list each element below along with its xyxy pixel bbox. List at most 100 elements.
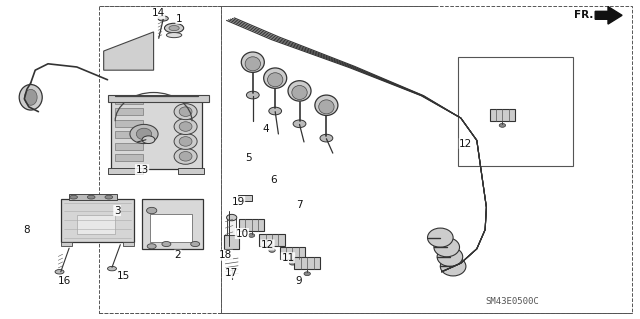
Bar xyxy=(280,247,305,259)
Ellipse shape xyxy=(293,120,306,128)
Ellipse shape xyxy=(179,107,192,116)
Ellipse shape xyxy=(246,91,259,99)
Text: 10: 10 xyxy=(236,228,248,239)
Text: 17: 17 xyxy=(225,268,238,278)
Bar xyxy=(123,242,134,246)
Ellipse shape xyxy=(289,261,296,265)
Ellipse shape xyxy=(158,16,168,21)
Text: 13: 13 xyxy=(136,165,148,175)
Ellipse shape xyxy=(437,247,463,266)
Ellipse shape xyxy=(169,26,179,31)
Bar xyxy=(61,242,72,246)
Ellipse shape xyxy=(191,241,200,247)
Text: 3: 3 xyxy=(114,205,120,216)
Ellipse shape xyxy=(174,104,197,120)
Bar xyxy=(115,120,143,127)
Text: 11: 11 xyxy=(282,253,294,263)
Bar xyxy=(227,218,236,235)
Text: 9: 9 xyxy=(295,276,301,286)
Ellipse shape xyxy=(292,85,307,100)
Bar xyxy=(61,199,134,242)
Bar xyxy=(224,235,239,249)
Ellipse shape xyxy=(19,85,42,110)
Ellipse shape xyxy=(136,128,152,140)
Bar xyxy=(99,6,221,313)
Bar xyxy=(239,219,264,231)
Ellipse shape xyxy=(88,195,95,199)
Ellipse shape xyxy=(288,81,311,101)
Ellipse shape xyxy=(70,195,77,199)
Ellipse shape xyxy=(440,257,466,276)
Text: 16: 16 xyxy=(58,276,70,286)
Text: FR.: FR. xyxy=(574,10,593,20)
Bar xyxy=(77,215,115,234)
Bar xyxy=(490,109,515,121)
Ellipse shape xyxy=(227,214,237,221)
Text: 4: 4 xyxy=(262,124,269,134)
Bar xyxy=(115,131,143,138)
Ellipse shape xyxy=(428,228,453,247)
Ellipse shape xyxy=(264,68,287,88)
Bar xyxy=(108,168,143,174)
Ellipse shape xyxy=(147,244,156,249)
Ellipse shape xyxy=(174,148,197,164)
Ellipse shape xyxy=(147,207,157,214)
Text: 2: 2 xyxy=(175,250,181,260)
Text: 15: 15 xyxy=(117,271,130,281)
Text: 19: 19 xyxy=(232,197,244,207)
Ellipse shape xyxy=(179,122,192,131)
Bar xyxy=(221,6,632,313)
Bar xyxy=(259,234,285,246)
Ellipse shape xyxy=(304,272,310,276)
Bar xyxy=(142,199,203,249)
Ellipse shape xyxy=(248,234,255,237)
Bar xyxy=(178,168,204,174)
Ellipse shape xyxy=(319,100,334,114)
Ellipse shape xyxy=(241,52,264,72)
Ellipse shape xyxy=(108,266,116,271)
Ellipse shape xyxy=(105,195,113,199)
Ellipse shape xyxy=(55,270,64,274)
Text: SM43E0500C: SM43E0500C xyxy=(485,297,539,306)
Text: 5: 5 xyxy=(245,153,252,163)
Text: 6: 6 xyxy=(271,175,277,185)
Bar xyxy=(115,143,143,150)
Ellipse shape xyxy=(24,89,37,105)
Ellipse shape xyxy=(499,123,506,127)
Polygon shape xyxy=(104,32,154,70)
Ellipse shape xyxy=(245,57,260,71)
Text: 14: 14 xyxy=(152,8,164,19)
Bar xyxy=(69,194,117,200)
Bar xyxy=(108,95,209,102)
Ellipse shape xyxy=(268,73,283,87)
Bar xyxy=(238,195,252,201)
Ellipse shape xyxy=(164,23,184,33)
Bar xyxy=(294,257,320,269)
Bar xyxy=(111,96,202,169)
Text: 7: 7 xyxy=(296,200,303,210)
Bar xyxy=(458,57,573,166)
Ellipse shape xyxy=(142,136,155,144)
Text: 8: 8 xyxy=(24,225,30,235)
Ellipse shape xyxy=(130,124,158,144)
Bar xyxy=(150,214,192,242)
Ellipse shape xyxy=(269,249,275,252)
Ellipse shape xyxy=(179,152,192,161)
Ellipse shape xyxy=(434,238,460,257)
Text: 12: 12 xyxy=(460,138,472,149)
Ellipse shape xyxy=(174,119,197,135)
Ellipse shape xyxy=(162,241,171,247)
Ellipse shape xyxy=(320,134,333,142)
Bar xyxy=(115,108,143,115)
Ellipse shape xyxy=(179,137,192,146)
Ellipse shape xyxy=(315,95,338,115)
Bar xyxy=(115,154,143,161)
Ellipse shape xyxy=(269,107,282,115)
Text: 1: 1 xyxy=(176,13,182,24)
Ellipse shape xyxy=(174,133,197,149)
FancyArrow shape xyxy=(595,7,622,24)
Bar xyxy=(115,97,143,104)
Text: 18: 18 xyxy=(220,250,232,260)
Text: 12: 12 xyxy=(261,240,274,250)
Ellipse shape xyxy=(166,33,182,38)
